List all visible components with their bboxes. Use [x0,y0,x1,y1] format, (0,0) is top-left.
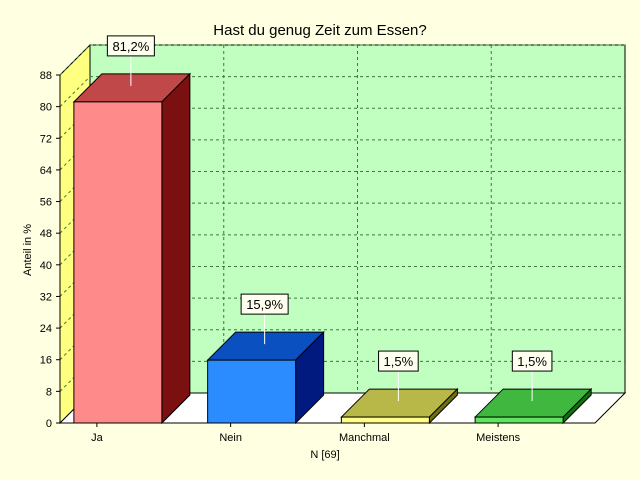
data-label-box [240,293,289,315]
data-labels: 81,2% 15,9% 1,5% 1,5% [106,35,553,402]
x-tick-label: Manchmal [339,432,390,444]
y-tick-label: 8 [46,386,52,398]
bar-front [207,359,297,424]
y-tick-label: 0 [46,418,52,430]
bars [72,72,593,425]
y-tick-label: 40 [40,260,52,272]
gridline-wall [59,361,91,392]
bar-meistens [473,387,593,425]
data-label-box [378,350,419,372]
y-axis-label: Anteil in % [22,224,34,276]
y-tick-label: 24 [40,323,52,335]
grid [59,44,625,393]
y-tick-label: 88 [40,70,52,82]
chart-title: Hast du genug Zeit zum Essen? [213,22,426,39]
y-tick-label: 64 [40,165,52,177]
bar-front [340,416,430,424]
data-label: 1,5% [384,354,414,369]
axes: 0 8 16 24 32 40 48 56 64 72 80 88 Ja Nein Manchmal Meis… [40,70,595,444]
bar-side [161,72,191,425]
gridline-wall [59,107,91,139]
bar-ja [72,72,192,425]
data-label: 15,9% [246,297,283,312]
x-tick-label: Nein [219,432,242,444]
gridline-wall [59,76,91,107]
data-label-box [106,35,155,57]
gridline-wall [59,234,91,266]
x-axis-label: N [69] [310,449,339,461]
bar-manchmal [340,387,459,425]
gridline-wall [59,171,91,202]
y-tick-label: 16 [40,355,52,367]
data-label: 1,5% [517,354,547,369]
gridline-wall [59,139,91,171]
y-tick-label: 56 [40,197,52,209]
gridline-wall [59,44,91,76]
x-tick-label: Ja [91,432,104,444]
y-tick-label: 80 [40,102,52,114]
y-tick-label: 48 [40,228,52,240]
bar-front [474,416,564,424]
y-tick-label: 32 [40,291,52,303]
gridline-wall [59,297,91,329]
x-tick-label: Meistens [476,432,521,444]
bar-front [73,101,163,424]
data-label: 81,2% [112,39,149,54]
gridline-wall [59,266,91,297]
gridline-wall [59,202,91,234]
y-tick-label: 72 [40,133,52,145]
data-label-box [511,350,553,372]
bar-nein [206,330,325,425]
gridline-wall [59,329,91,361]
